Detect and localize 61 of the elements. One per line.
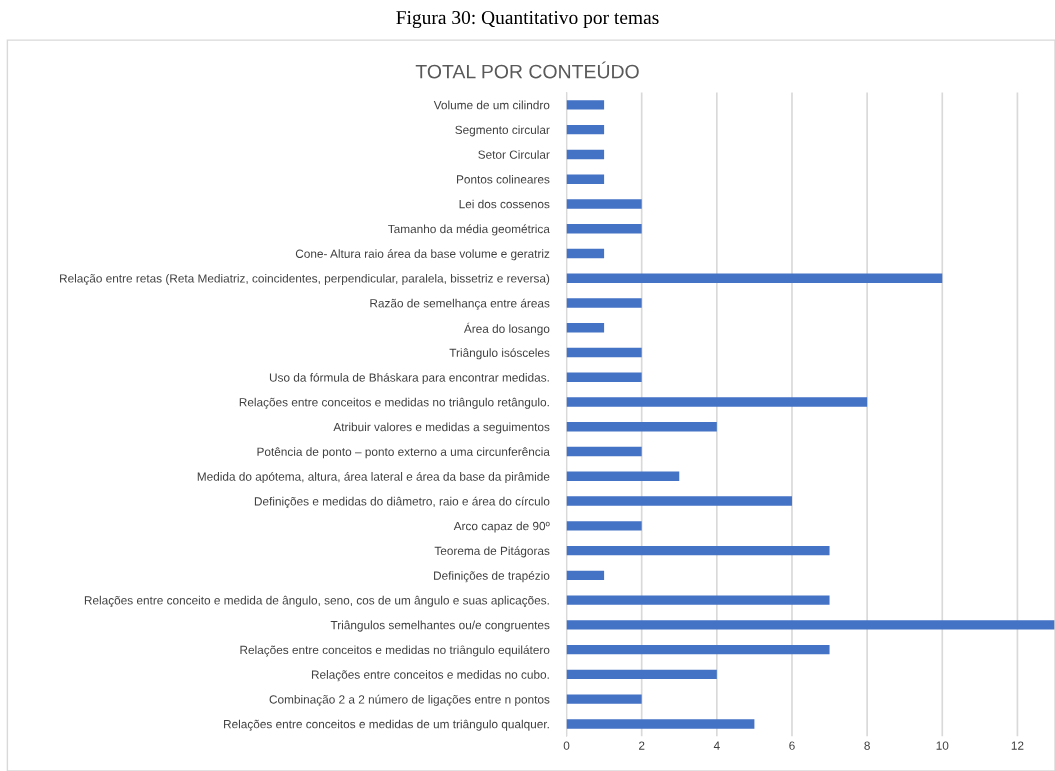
bar — [566, 521, 642, 531]
bar — [566, 719, 755, 729]
bar — [566, 149, 605, 160]
y-tick-label: Relações entre conceitos e medidas no triângulo equilátero — [240, 645, 550, 657]
y-tick-label: Medida do apótema, altura, área lateral e área da base da pirâmide — [197, 471, 550, 484]
bar — [566, 545, 830, 556]
bar — [566, 595, 830, 605]
y-tick-label: Volume de um cilindro — [433, 100, 550, 110]
bar — [566, 422, 717, 432]
bar — [566, 471, 680, 482]
bar — [566, 694, 642, 704]
y-tick-label: Setor Circular — [478, 150, 550, 159]
y-tick-label: Uso da fórmula de Bháskara para encontrar medidas. — [269, 372, 549, 385]
bar — [566, 347, 642, 358]
bar — [566, 273, 943, 283]
bar — [566, 323, 605, 333]
bar — [566, 496, 792, 506]
bar — [566, 100, 605, 110]
bar — [566, 199, 642, 209]
y-tick-label: Segmento circular — [455, 125, 550, 137]
x-tick-label: 8 — [864, 741, 870, 750]
bar — [566, 446, 642, 457]
y-tick-label: Área do losango — [463, 322, 550, 336]
y-tick-label: Triângulo isósceles — [449, 348, 550, 360]
x-tick-label: 4 — [713, 741, 720, 750]
y-tick-label: Relações entre conceitos e medidas no triângulo retângulo. — [239, 397, 549, 409]
x-tick-label: 0 — [563, 741, 570, 750]
bar — [566, 570, 605, 581]
x-tick-label: 12 — [1011, 741, 1024, 750]
y-tick-label: Atribuir valores e medidas a seguimentos — [333, 422, 550, 434]
y-tick-label: Potência de ponto – ponto externo a uma circunferência — [257, 447, 550, 459]
bar — [566, 669, 717, 680]
y-tick-label: Definições e medidas do diâmetro, raio e área do círculo — [254, 496, 550, 508]
y-tick-label: Relações entre conceitos e medidas de um triângulo qualquer. — [224, 719, 549, 731]
bar — [566, 124, 605, 135]
chart-subtitle: Figura 30: Quantitativo por temas — [396, 10, 659, 29]
x-tick-label: 6 — [789, 741, 795, 750]
y-tick-label: Cone- Altura raio área da base volume e geratriz — [295, 249, 550, 261]
bar — [566, 298, 642, 308]
y-tick-label: Relações entre conceitos e medidas no cubo. — [311, 670, 549, 682]
y-tick-label: Lei dos cossenos — [459, 199, 550, 209]
y-tick-label: Relação entre retas (Reta Mediatriz, coincidentes, perpendicular, paralela, bissetriz e reversa) — [60, 273, 550, 286]
y-tick-label: Triângulos semelhantes ou/e congruentes — [330, 620, 550, 632]
y-tick-label: Pontos colineares — [457, 174, 550, 184]
chart-title: TOTAL POR CONTEÚDO — [415, 61, 639, 79]
bar — [566, 644, 830, 655]
bar — [566, 224, 642, 234]
bar — [566, 397, 868, 407]
bar — [566, 248, 605, 259]
x-tick-label: 10 — [936, 741, 949, 750]
bar — [566, 620, 1055, 630]
bar — [566, 372, 642, 382]
bar — [566, 174, 605, 184]
y-tick-label: Razão de semelhança entre áreas — [370, 298, 550, 310]
y-tick-label: Tamanho da média geométrica — [388, 224, 550, 236]
y-tick-label: Arco capaz de 90º — [453, 521, 550, 533]
y-tick-label: Teorema de Pitágoras — [434, 546, 550, 558]
y-tick-label: Definições de trapézio — [434, 571, 550, 583]
x-tick-label: 2 — [638, 741, 645, 750]
y-tick-label: Combinação 2 a 2 número de ligações entre n pontos — [269, 694, 550, 707]
y-tick-label: Relações entre conceito e medida de ângulo, seno, cos de um ângulo e suas aplicações. — [84, 595, 549, 607]
